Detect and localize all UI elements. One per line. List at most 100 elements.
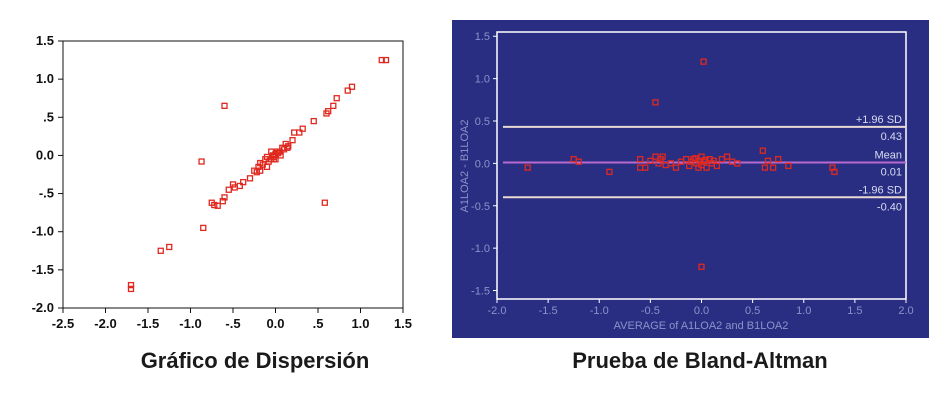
scatter-point	[263, 153, 271, 161]
scatter-point	[321, 199, 328, 206]
bland-altman-point	[785, 162, 792, 170]
scatter-point	[236, 182, 243, 190]
scatter-point	[214, 202, 221, 209]
y-tick-label: -1.0	[32, 224, 54, 239]
scatter-point	[166, 243, 173, 251]
x-tick-label: -2.5	[52, 316, 74, 331]
scatter-point	[221, 194, 228, 201]
y-tick-label: -1.0	[471, 243, 490, 255]
bland-altman-point	[703, 164, 710, 171]
y-tick-label: -.5	[39, 186, 54, 201]
x-tick-label: -2.0	[94, 316, 116, 331]
scatter-point	[330, 102, 337, 109]
scatter-point	[333, 95, 340, 102]
x-tick-label: 0.0	[694, 305, 709, 317]
scatter-point	[289, 137, 296, 144]
scatter-point	[257, 167, 264, 174]
scatter-point	[219, 198, 226, 205]
scatter-point	[246, 175, 254, 182]
scatter-point	[127, 281, 135, 289]
x-tick-label: 1.5	[394, 316, 412, 331]
bland-altman-point	[606, 168, 613, 176]
y-tick-label: 1.5	[475, 31, 490, 43]
x-tick-label: -1.0	[590, 305, 609, 317]
x-tick-label: 0.0	[266, 316, 284, 331]
bland-altman-point	[637, 164, 644, 171]
bland-altman-point	[692, 155, 699, 162]
bland-altman-point	[759, 147, 766, 154]
bland-altman-point	[659, 153, 666, 160]
bland-altman-plot: +1.96 SD 0.43 Mean 0.01 -1.96 SD -0.40 -2.0 -1…	[452, 20, 929, 338]
bland-altman-point	[775, 155, 782, 163]
bland-altman-point	[702, 156, 709, 164]
bland-altman-point	[734, 160, 741, 167]
scatter-point	[296, 129, 303, 136]
bland-altman-points	[524, 58, 838, 270]
scatter-point	[225, 186, 232, 193]
scatter-point	[325, 108, 332, 115]
scatter-plot-frame	[62, 40, 404, 309]
y-tick-label: -2.0	[32, 300, 54, 315]
bland-altman-point	[700, 58, 707, 65]
reference-line-name: Mean	[874, 150, 902, 162]
bland-altman-axis-ticks: -2.0 -1.5 -1.0 -0.5 0.0 0.5 1.0 1.5 2.0 1.5 1.0 0.5…	[471, 31, 914, 317]
bland-altman-caption: Prueba de Bland-Altman	[572, 348, 828, 373]
x-tick-label: 0.5	[745, 305, 760, 317]
y-tick-label: 0.0	[475, 158, 490, 170]
scatter-point	[382, 56, 390, 64]
y-tick-label: 1.5	[36, 33, 54, 48]
x-tick-label: -1.5	[539, 305, 558, 317]
bland-altman-point	[723, 153, 731, 160]
bland-altman-point	[667, 160, 674, 167]
scatter-point	[221, 102, 228, 109]
scatter-point	[211, 201, 218, 209]
bland-altman-point	[524, 164, 531, 171]
x-tick-label: 1.5	[847, 305, 862, 317]
bland-altman-point	[672, 164, 680, 171]
scatter-point	[268, 148, 275, 155]
y-tick-label: -1.5	[471, 286, 490, 298]
y-tick-label: 0.0	[36, 147, 54, 162]
scatter-point	[310, 117, 317, 125]
y-tick-label: -1.5	[32, 262, 54, 277]
scatter-point	[157, 247, 164, 254]
bland-altman-point	[652, 99, 659, 106]
x-tick-label: -2.0	[488, 305, 507, 317]
x-axis-label: AVERAGE of A1LOA2 and B1LOA2	[614, 320, 789, 332]
y-tick-label: -0.5	[471, 201, 490, 213]
y-axis-label: A1LOA2 - B1LOA2	[459, 120, 471, 213]
scatter-points	[127, 56, 390, 293]
bland-altman-point	[575, 158, 582, 165]
bland-altman-point	[713, 162, 720, 170]
scatter-point	[344, 87, 351, 94]
scatter-point	[277, 152, 284, 159]
bland-altman-point	[769, 164, 777, 171]
scatter-axis-ticks: -2.5 -2.0 -1.5 -1.0 -.5 0.0.5 1.0 1.51.51.0.50.…	[32, 33, 412, 331]
bland-altman-point	[698, 263, 705, 270]
scatter-plot: -2.5 -2.0 -1.5 -1.0 -.5 0.0.5 1.0 1.51.51.0.50.…	[32, 33, 412, 331]
bland-altman-point	[647, 157, 654, 164]
reference-line-value: 0.43	[881, 131, 902, 143]
bland-altman-point	[761, 164, 769, 171]
reference-line-name: -1.96 SD	[859, 184, 902, 196]
y-tick-label: 0.5	[475, 116, 490, 128]
y-tick-label: 1.0	[36, 71, 54, 86]
reference-line-name: +1.96 SD	[856, 114, 902, 126]
scatter-point	[198, 158, 205, 165]
scatter-point	[270, 156, 277, 163]
scatter-point	[299, 125, 306, 132]
y-tick-label: .5	[43, 109, 54, 124]
scatter-point	[240, 178, 247, 186]
y-tick-label: 1.0	[475, 74, 490, 86]
scatter-point	[127, 285, 135, 293]
bland-altman-point	[637, 155, 644, 163]
x-tick-label: 1.0	[351, 316, 369, 331]
x-tick-label: -1.0	[179, 316, 201, 331]
x-tick-label: .5	[313, 316, 324, 331]
scatter-point	[291, 129, 298, 136]
x-tick-label: -1.5	[137, 316, 159, 331]
x-tick-label: 2.0	[898, 305, 913, 317]
x-tick-label: 1.0	[796, 305, 811, 317]
scatter-point	[285, 143, 292, 150]
